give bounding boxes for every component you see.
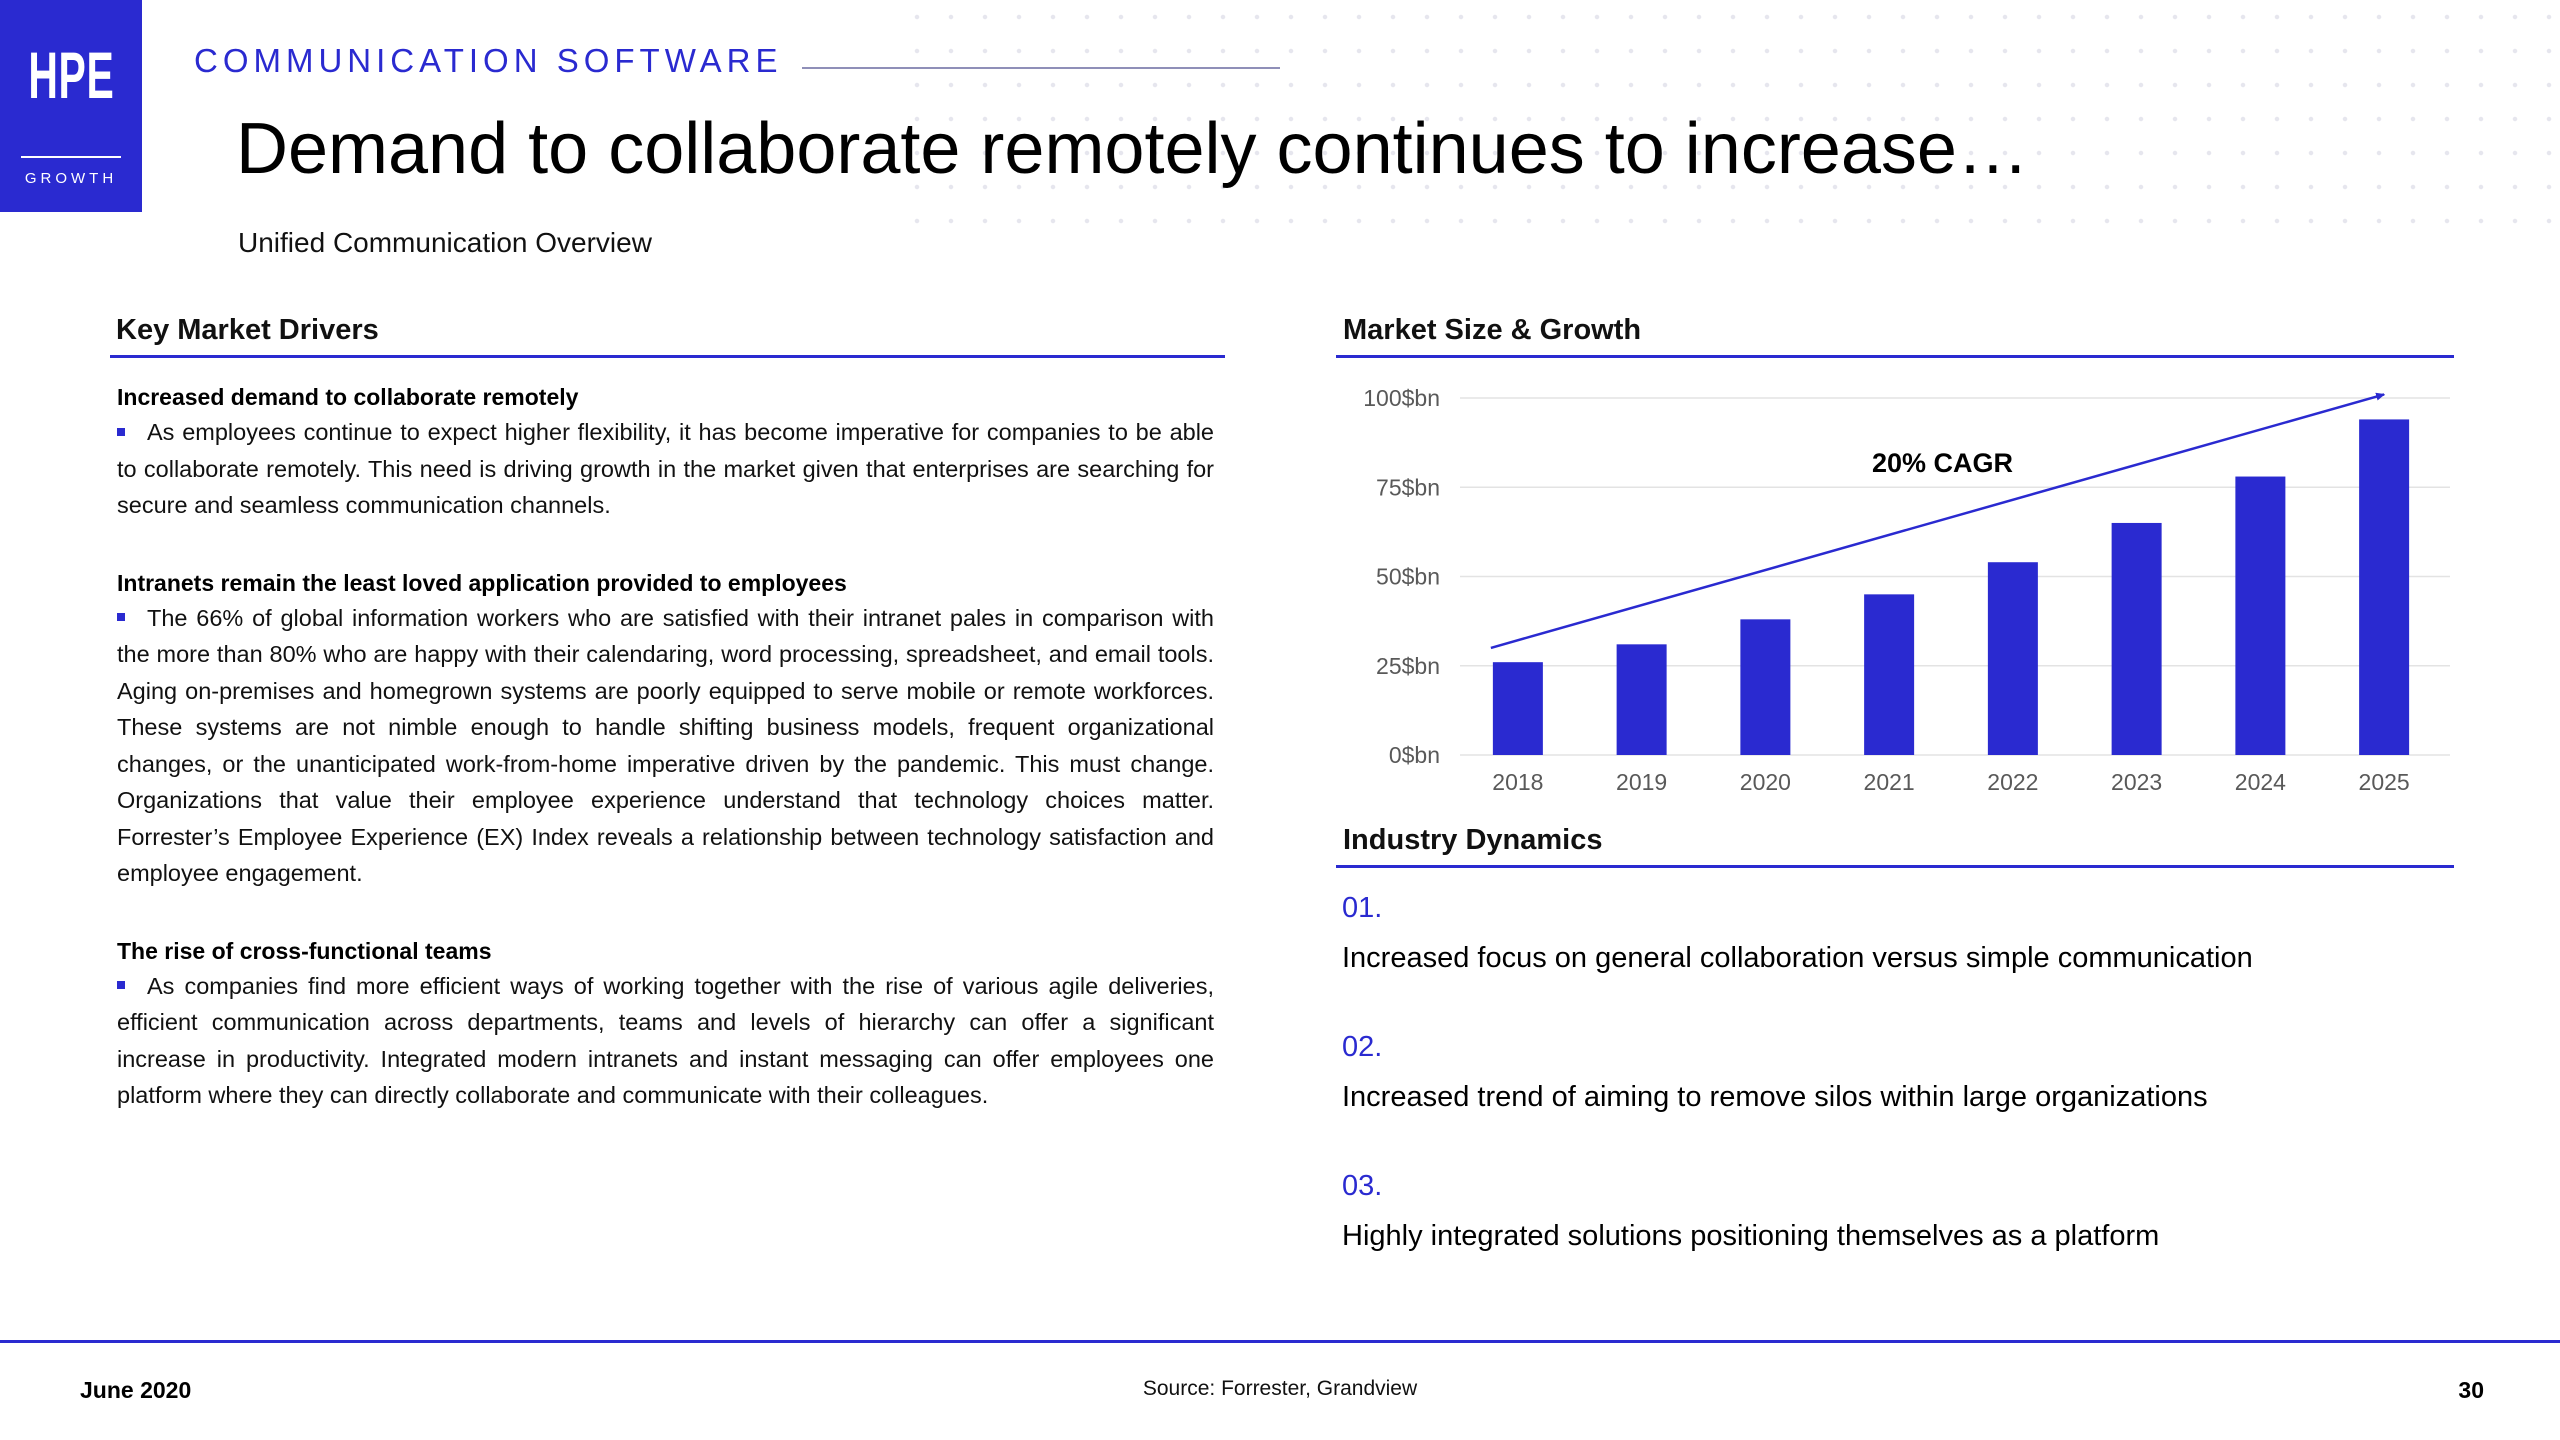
y-tick-label: 25$bn [1376, 653, 1440, 679]
logo-mark: HPE [27, 38, 115, 112]
dynamics-item: 01. Increased focus on general collabora… [1342, 888, 2442, 1027]
bar [2359, 419, 2410, 755]
driver-text: As employees continue to expect higher f… [117, 419, 1214, 518]
driver-title: The rise of cross-functional teams [117, 937, 492, 964]
x-tick-label: 2025 [2359, 769, 2410, 795]
x-tick-label: 2019 [1616, 769, 1667, 795]
driver-text-block: The 66% of global information workers wh… [117, 600, 1214, 892]
x-tick-label: 2024 [2235, 769, 2286, 795]
page-number: 30 [2458, 1377, 2484, 1403]
driver-item: The rise of cross-functional teams As co… [117, 934, 1214, 1114]
section-kicker: COMMUNICATION SOFTWARE [194, 42, 783, 79]
dynamics-item: 03. Highly integrated solutions position… [1342, 1166, 2442, 1305]
dynamics-number: 03. [1342, 1170, 1383, 1202]
y-tick-label: 100$bn [1363, 385, 1440, 411]
dynamics-number: 02. [1342, 1031, 1383, 1063]
industry-dynamics-list: 01. Increased focus on general collabora… [1342, 888, 2442, 1305]
key-market-drivers-heading: Key Market Drivers [116, 314, 379, 346]
dotted-background-pattern [900, 0, 2560, 230]
dynamics-text: Increased trend of aiming to remove silo… [1342, 1081, 2208, 1113]
driver-title: Increased demand to collaborate remotely [117, 384, 579, 410]
y-tick-label: 50$bn [1376, 564, 1440, 590]
footer-rule [0, 1340, 2560, 1343]
bar [2111, 522, 2162, 755]
market-size-heading: Market Size & Growth [1343, 314, 1642, 346]
cagr-label: 20% CAGR [1872, 448, 2013, 478]
bar [1864, 594, 1915, 755]
bar [1492, 662, 1543, 755]
page-title: Demand to collaborate remotely continues… [236, 109, 2029, 189]
x-tick-label: 2023 [2111, 769, 2162, 795]
dynamics-text: Increased focus on general collaboration… [1342, 942, 2253, 974]
logo-subtext: GROWTH [24, 170, 118, 187]
market-size-bar-chart: 0$bn 25$bn 50$bn 75$bn 100$bn 2018 2019 2020 202… [1363, 385, 2450, 795]
square-bullet-icon [117, 981, 125, 990]
driver-text: As companies find more efficient ways of… [117, 972, 1214, 1109]
square-bullet-icon [117, 427, 125, 436]
cagr-trend-arrow [1490, 392, 2386, 650]
key-market-drivers-list: Increased demand to collaborate remotely… [117, 380, 1214, 1156]
footer-source: Source: Forrester, Grandview [1142, 1377, 1418, 1400]
hpe-growth-logo: HPE GROWTH [0, 0, 142, 212]
dynamics-item: 02. Increased trend of aiming to remove … [1342, 1027, 2442, 1166]
bar [1616, 644, 1667, 755]
square-bullet-icon [117, 613, 125, 622]
kicker-divider [802, 67, 1280, 69]
industry-dynamics-heading: Industry Dynamics [1343, 824, 1603, 856]
key-market-drivers-rule [110, 355, 1225, 358]
dynamics-text: Highly integrated solutions positioning … [1342, 1220, 2160, 1252]
y-tick-label: 0$bn [1389, 742, 1440, 768]
footer-date: June 2020 [80, 1377, 192, 1403]
page-subtitle: Unified Communication Overview [238, 227, 652, 258]
driver-text-block: As employees continue to expect higher f… [117, 414, 1214, 524]
x-tick-label: 2020 [1740, 769, 1791, 795]
y-tick-label: 75$bn [1376, 474, 1440, 500]
bar [1740, 619, 1791, 755]
driver-text: The 66% of global information workers wh… [117, 604, 1214, 887]
market-size-rule [1336, 355, 2454, 358]
driver-item: Intranets remain the least loved applica… [117, 566, 1214, 892]
x-tick-label: 2018 [1492, 769, 1543, 795]
driver-text-block: As companies find more efficient ways of… [117, 968, 1214, 1114]
x-tick-label: 2022 [1987, 769, 2038, 795]
bar [2235, 476, 2286, 755]
x-tick-label: 2021 [1864, 769, 1915, 795]
driver-title: Intranets remain the least loved applica… [117, 569, 847, 596]
driver-item: Increased demand to collaborate remotely… [117, 380, 1214, 524]
dynamics-number: 01. [1342, 892, 1383, 924]
industry-dynamics-rule [1336, 865, 2454, 868]
bar [1987, 562, 2038, 755]
logo-divider [21, 156, 121, 158]
